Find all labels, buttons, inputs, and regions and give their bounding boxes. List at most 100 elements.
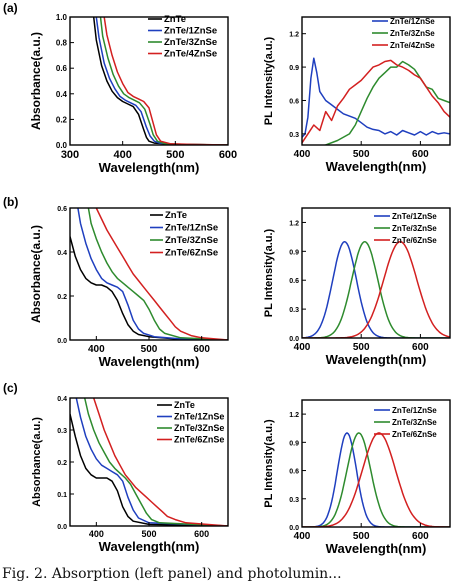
y-tick-label: 0.9 (289, 440, 299, 447)
plot-frame (301, 207, 451, 339)
y-tick-label: 0.6 (289, 469, 299, 476)
series-line-c-pl-1 (302, 432, 450, 527)
y-tick-label: 1.2 (289, 220, 299, 227)
y-axis-label: Absorbance(a.u.) (29, 32, 43, 130)
series-line-b-abs-2 (87, 208, 228, 340)
legend-entry: ZnTe (164, 14, 186, 25)
legend-entry: ZnTe/1ZnSe (164, 26, 217, 37)
legend-entry: ZnTe (165, 210, 187, 221)
legend-entry: ZnTe/3ZnSe (392, 224, 437, 233)
figure-caption: Fig. 2. Absorption (left panel) and phot… (2, 566, 342, 582)
chart-c-absorbance: 400 500 600 0.0 0.1 0.2 0.3 0.4 Wavelength(nm) Ab… (31, 396, 229, 554)
x-tick-label: 600 (194, 529, 209, 539)
series-line-b-abs-1 (77, 208, 228, 340)
panel-label-a: (a) (3, 1, 18, 15)
chart-a-pl-intensity: 400 500 600 0.3 0.6 0.9 1.2 Wavelength(nm) PL In… (263, 16, 451, 174)
y-tick-label: 0.0 (56, 141, 68, 150)
chart-b-pl-intensity: 400 500 600 0.0 0.3 0.6 0.9 1.2 Wavelength(nm) PL… (263, 207, 451, 367)
legend-entry: ZnTe/4ZnSe (164, 49, 217, 60)
y-axis-label: PL Intensity(a.u.) (263, 36, 275, 125)
x-axis-label: Wavelength(nm) (99, 539, 200, 554)
x-tick-label: 400 (294, 342, 311, 353)
series-line-c-abs-2 (83, 398, 228, 526)
legend-entry: ZnTe/1ZnSe (392, 406, 437, 415)
series-line-a-abs-0 (92, 17, 228, 145)
legend-entry: ZnTe/3ZnSe (174, 423, 224, 433)
x-tick-label: 600 (219, 149, 237, 161)
y-tick-label: 0.3 (289, 497, 299, 504)
y-tick-label: 0.0 (57, 524, 67, 531)
y-tick-label: 1.2 (289, 32, 299, 39)
x-tick-label: 500 (141, 344, 158, 355)
x-tick-label: 400 (113, 149, 131, 161)
y-axis-label: PL Intensity(a.u.) (263, 419, 275, 508)
x-tick-label: 600 (412, 342, 429, 353)
series-line-c-pl-2 (302, 432, 450, 527)
x-axis-label: Wavelength(nm) (326, 159, 427, 174)
plot-frame (301, 16, 451, 146)
y-tick-label: 0.0 (289, 525, 299, 532)
x-tick-label: 400 (88, 344, 105, 355)
y-tick-label: 0.4 (57, 250, 67, 257)
y-tick-label: 0.8 (56, 39, 68, 48)
y-tick-label: 0.9 (289, 65, 299, 72)
legend-entry: ZnTe/4ZnSe (390, 41, 435, 50)
legend-entry: ZnTe/6ZnSe (392, 236, 437, 245)
y-tick-label: 1.2 (289, 412, 299, 419)
y-tick-label: 1.0 (56, 13, 68, 22)
x-tick-label: 500 (141, 529, 156, 539)
y-tick-label: 0.6 (289, 98, 299, 105)
series-line-a-abs-3 (103, 17, 228, 145)
series-line-a-pl-1 (321, 60, 450, 145)
plot-frame (69, 16, 229, 146)
series-line-c-pl-0 (302, 432, 450, 527)
legend-entry: ZnTe/3ZnSe (392, 418, 437, 427)
y-tick-label: 0.6 (56, 64, 68, 73)
y-tick-label: 0.6 (57, 206, 67, 213)
series-line-c-abs-3 (92, 398, 228, 526)
legend-entry: ZnTe/1ZnSe (174, 412, 224, 422)
x-tick-label: 600 (193, 344, 210, 355)
series-line-b-pl-2 (302, 240, 450, 338)
x-axis-label: Wavelength(nm) (99, 354, 200, 369)
y-tick-label: 0.3 (289, 132, 299, 139)
legend-entry: ZnTe/1ZnSe (390, 17, 435, 26)
x-axis-label: Wavelength(nm) (99, 160, 200, 175)
y-tick-label: 0.3 (57, 428, 67, 435)
x-tick-label: 300 (61, 149, 79, 161)
series-line-a-abs-1 (95, 17, 228, 145)
legend-entry: ZnTe/3ZnSe (164, 37, 217, 48)
y-tick-label: 0.2 (57, 460, 67, 467)
series-line-a-pl-0 (302, 57, 450, 138)
x-tick-label: 600 (412, 149, 429, 160)
chart-a-absorbance: 300 400 500 600 0.0 0.2 0.4 0.6 0.8 1.0 Wavelength… (29, 13, 237, 175)
legend-entry: ZnTe/3ZnSe (165, 235, 218, 246)
y-tick-label: 0.2 (57, 294, 67, 301)
x-axis-label: Wavelength(nm) (326, 541, 427, 556)
series-line-b-abs-3 (95, 208, 228, 340)
panel-label-c: (c) (3, 381, 18, 395)
plot-frame (301, 399, 451, 528)
y-tick-label: 0.2 (56, 115, 68, 124)
series-line-b-abs-0 (70, 236, 228, 340)
y-tick-label: 0.3 (289, 307, 299, 314)
x-tick-label: 500 (166, 149, 184, 161)
x-tick-label: 500 (353, 531, 370, 542)
y-tick-label: 0.0 (57, 338, 67, 345)
y-tick-label: 0.9 (289, 249, 299, 256)
x-tick-label: 500 (353, 342, 370, 353)
series-line-b-pl-0 (302, 240, 450, 338)
series-line-a-abs-2 (99, 17, 228, 145)
legend-entry: ZnTe/6ZnSe (165, 248, 218, 259)
y-tick-label: 0.1 (57, 492, 67, 499)
legend-entry: ZnTe/6ZnSe (174, 435, 224, 445)
legend-entry: ZnTe/1ZnSe (392, 212, 437, 221)
legend-entry: ZnTe (174, 400, 195, 410)
y-tick-label: 0.4 (56, 90, 68, 99)
y-tick-label: 0.6 (289, 278, 299, 285)
series-line-c-abs-0 (70, 413, 228, 526)
y-axis-label: PL Intensity(a.u.) (263, 228, 275, 317)
series-line-b-pl-1 (302, 240, 450, 338)
x-axis-label: Wavelength(nm) (326, 352, 427, 367)
